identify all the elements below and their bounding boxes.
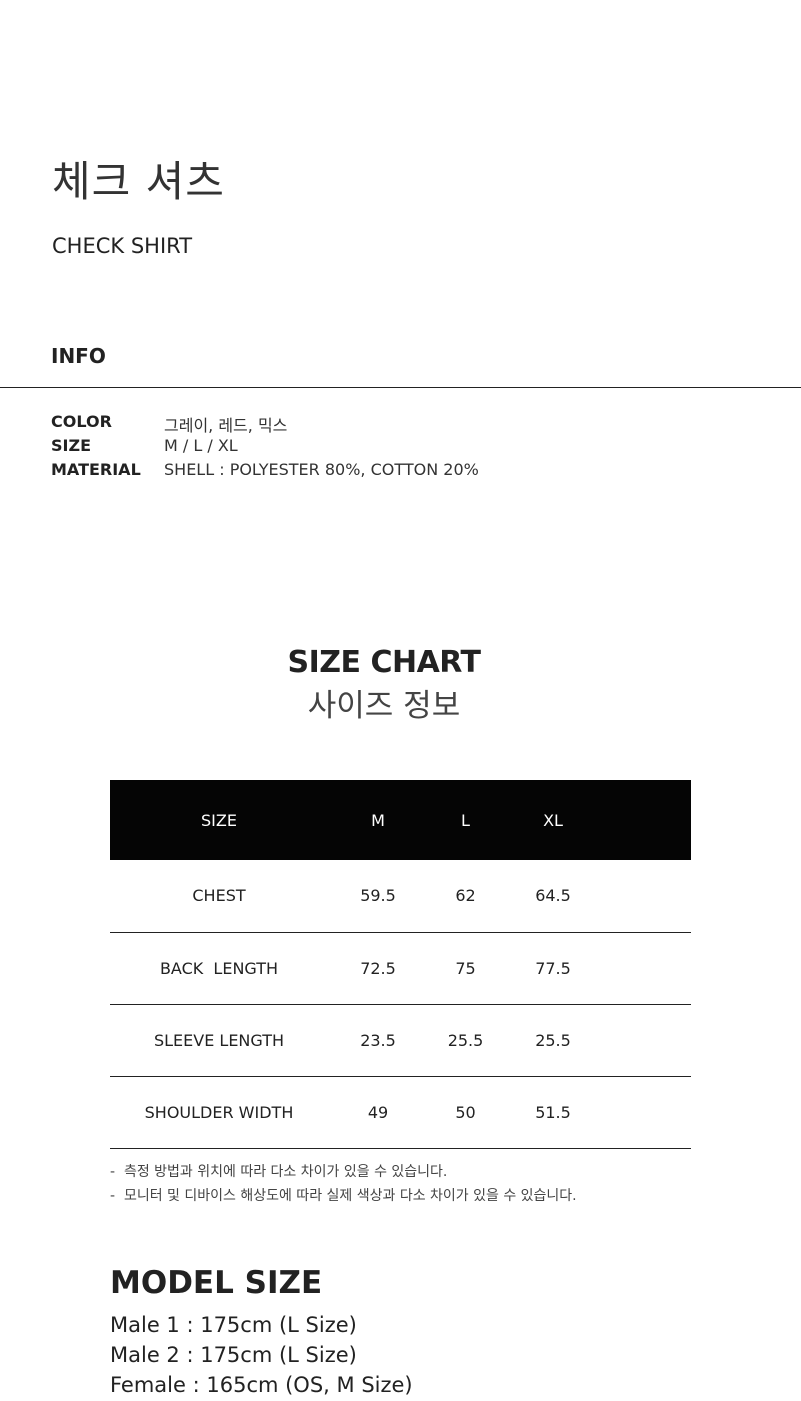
product-title-korean: 체크 셔츠 (52, 157, 225, 206)
cell-spacer (603, 932, 691, 1005)
header-cell: SIZE (110, 780, 328, 860)
model-size-line: Male 2 : 175cm (L Size) (110, 1343, 357, 1367)
header-spacer (603, 780, 691, 860)
info-label: MATERIAL (51, 460, 141, 479)
info-value: M / L / XL (164, 436, 238, 455)
model-size-heading: MODEL SIZE (110, 1265, 323, 1301)
cell: CHEST (110, 860, 328, 933)
table-row: SLEEVE LENGTH 23.5 25.5 25.5 (110, 1004, 691, 1077)
table-row: SHOULDER WIDTH 49 50 51.5 (110, 1076, 691, 1149)
cell: BACK LENGTH (110, 932, 328, 1005)
cell: SHOULDER WIDTH (110, 1076, 328, 1149)
cell: 23.5 (328, 1004, 428, 1077)
info-row-material: MATERIAL SHELL : POLYESTER 80%, COTTON 20… (51, 460, 479, 479)
cell-spacer (603, 1004, 691, 1077)
info-heading: INFO (51, 344, 106, 368)
cell: 25.5 (428, 1004, 503, 1077)
cell: 50 (428, 1076, 503, 1149)
header-cell: M (328, 780, 428, 860)
cell: 49 (328, 1076, 428, 1149)
size-chart-title: SIZE CHART (287, 645, 481, 680)
cell: 62 (428, 860, 503, 933)
table-row: BACK LENGTH 72.5 75 77.5 (110, 932, 691, 1005)
cell: 72.5 (328, 932, 428, 1005)
info-value: 그레이, 레드, 믹스 (164, 416, 288, 435)
divider (0, 387, 801, 388)
info-label: COLOR (51, 412, 112, 431)
header-cell: L (428, 780, 503, 860)
cell: 75 (428, 932, 503, 1005)
model-size-line: Female : 165cm (OS, M Size) (110, 1373, 413, 1397)
cell: SLEEVE LENGTH (110, 1004, 328, 1077)
table-row: CHEST 59.5 62 64.5 (110, 860, 691, 933)
size-chart-subtitle: 사이즈 정보 (307, 688, 461, 724)
info-value: SHELL : POLYESTER 80%, COTTON 20% (164, 460, 479, 479)
cell-spacer (603, 1076, 691, 1149)
info-row-color: COLOR 그레이, 레드, 믹스 (51, 412, 287, 436)
note: - 모니터 및 디바이스 해상도에 따라 실제 색상과 다소 차이가 있을 수 … (110, 1188, 577, 1204)
info-row-size: SIZE M / L / XL (51, 436, 238, 455)
size-table: SIZE M L XL CHEST 59.5 62 64.5 BACK LENGTH 7… (110, 780, 691, 1149)
cell: 64.5 (503, 860, 603, 933)
note: - 측정 방법과 위치에 따라 다소 차이가 있을 수 있습니다. (110, 1164, 448, 1180)
header-cell: XL (503, 780, 603, 860)
cell-spacer (603, 860, 691, 933)
info-label: SIZE (51, 436, 92, 455)
cell: 59.5 (328, 860, 428, 933)
cell: 77.5 (503, 932, 603, 1005)
model-size-line: Male 1 : 175cm (L Size) (110, 1313, 357, 1337)
cell: 25.5 (503, 1004, 603, 1077)
product-title-english: CHECK SHIRT (52, 234, 193, 258)
table-header-row: SIZE M L XL (110, 780, 691, 860)
cell: 51.5 (503, 1076, 603, 1149)
